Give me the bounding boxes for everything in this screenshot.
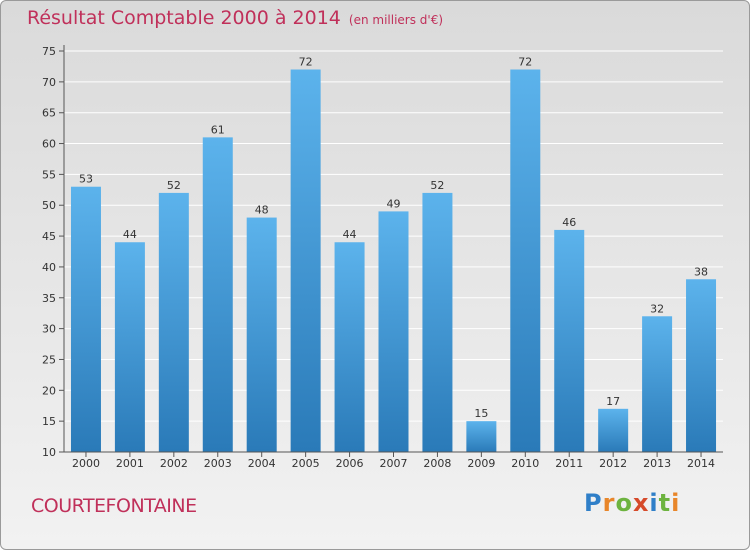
bar-2004	[246, 217, 277, 452]
data-label: 15	[474, 407, 488, 420]
data-label: 72	[518, 56, 532, 69]
unit-note: (en milliers d'€)	[348, 13, 444, 27]
x-tick-label: 2014	[687, 457, 715, 470]
data-label: 17	[606, 395, 620, 408]
y-tick-label: 70	[42, 76, 56, 89]
x-tick-label: 2010	[511, 457, 539, 470]
y-tick-label: 75	[42, 45, 56, 58]
chart-title: Résultat Comptable 2000 à 2014 (en millie…	[27, 7, 443, 29]
data-label: 53	[79, 173, 93, 186]
bar-2012	[598, 408, 629, 452]
y-tick-label: 60	[42, 138, 56, 151]
x-tick-label: 2009	[467, 457, 495, 470]
x-tick-label: 2007	[380, 457, 408, 470]
y-tick-label: 20	[42, 384, 56, 397]
y-tick-label: 15	[42, 415, 56, 428]
data-label: 44	[343, 228, 357, 241]
bar-2013	[642, 316, 673, 452]
commune-name: COURTEFONTAINE	[31, 495, 197, 517]
bar-2001	[114, 242, 145, 452]
y-tick-label: 55	[42, 168, 56, 181]
data-label: 61	[211, 123, 225, 136]
data-label: 49	[387, 197, 401, 210]
y-tick-label: 50	[42, 199, 56, 212]
y-tick-label: 10	[42, 446, 56, 459]
bar-2005	[290, 69, 321, 452]
chart-title-text: Résultat Comptable 2000 à 2014	[27, 7, 341, 29]
data-label: 48	[255, 204, 269, 217]
data-label: 44	[123, 228, 137, 241]
bar-2000	[70, 186, 101, 452]
x-tick-label: 2005	[292, 457, 320, 470]
x-tick-label: 2004	[248, 457, 276, 470]
data-label: 46	[562, 216, 576, 229]
x-tick-label: 2002	[160, 457, 188, 470]
y-tick-label: 65	[42, 107, 56, 120]
bar-2002	[158, 192, 189, 452]
data-label: 52	[167, 179, 181, 192]
y-tick-label: 35	[42, 292, 56, 305]
y-tick-label: 25	[42, 353, 56, 366]
x-tick-label: 2013	[643, 457, 671, 470]
x-tick-label: 2000	[72, 457, 100, 470]
data-label: 38	[694, 265, 708, 278]
bar-2003	[202, 137, 233, 452]
data-label: 72	[299, 56, 313, 69]
bar-2007	[378, 211, 409, 452]
y-tick-label: 40	[42, 261, 56, 274]
data-label: 52	[430, 179, 444, 192]
x-tick-label: 2001	[116, 457, 144, 470]
y-tick-label: 30	[42, 323, 56, 336]
x-tick-label: 2003	[204, 457, 232, 470]
y-tick-label: 45	[42, 230, 56, 243]
x-tick-label: 2006	[336, 457, 364, 470]
x-tick-label: 2011	[555, 457, 583, 470]
data-label: 32	[650, 302, 664, 315]
bar-2009	[466, 421, 497, 452]
bar-2011	[554, 229, 585, 452]
proxiti-logo: Proxiti	[584, 489, 681, 517]
bar-2008	[422, 192, 453, 452]
bar-2010	[510, 69, 541, 452]
x-tick-label: 2012	[599, 457, 627, 470]
x-tick-label: 2008	[423, 457, 451, 470]
bar-2006	[334, 242, 365, 452]
bar-2014	[686, 279, 717, 452]
